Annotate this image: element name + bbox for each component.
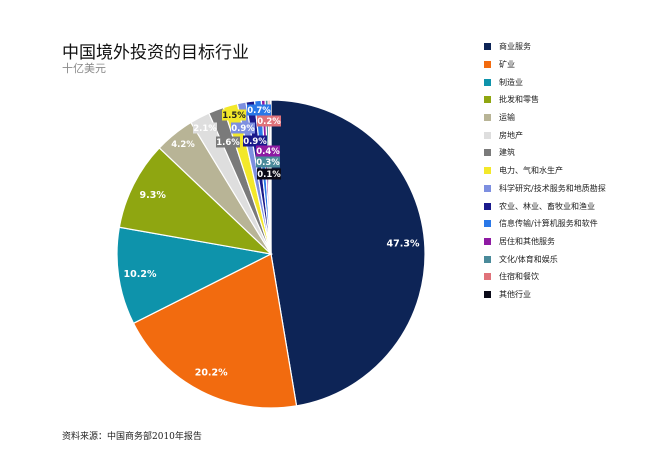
legend-swatch [484, 220, 491, 228]
legend-item: 房地产 [484, 126, 606, 144]
legend-item: 信息传输/计算机服务和软件 [484, 215, 606, 233]
pie-slice [270, 99, 426, 407]
legend-swatch [484, 167, 491, 175]
legend-item: 科学研究/技术服务和地质勘探 [484, 180, 606, 198]
legend-item: 运输 [484, 109, 606, 127]
legend-item: 商业服务 [484, 38, 606, 56]
slice-label-chip [231, 122, 255, 134]
legend-swatch [484, 114, 491, 122]
legend-label: 农业、林业、畜牧业和渔业 [499, 201, 595, 211]
slice-value-label: 4.2% [171, 140, 195, 150]
legend-swatch [484, 184, 491, 192]
legend-swatch [484, 96, 491, 104]
legend-item: 居住和其他服务 [484, 233, 606, 251]
slice-value-label: 1.5% [222, 111, 246, 121]
legend-label: 居住和其他服务 [499, 236, 555, 246]
pie-slice [116, 226, 273, 325]
slice-label-chip [257, 168, 281, 180]
slice-value-label: 0.7% [247, 106, 271, 116]
slice-value-label: 0.9% [231, 124, 255, 134]
legend-item: 文化/体育和娱乐 [484, 250, 606, 268]
slice-label-chip [256, 145, 280, 157]
legend-item: 矿业 [484, 56, 606, 74]
chart-subtitle: 十亿美元 [62, 62, 106, 75]
slice-label-chip [257, 115, 281, 127]
slice-value-label: 10.2% [124, 269, 157, 280]
slice-value-label: 2.1% [193, 124, 217, 134]
slice-value-label: 0.3% [256, 158, 280, 168]
slice-label-chip [216, 136, 240, 148]
slice-value-label: 0.9% [243, 137, 267, 147]
legend-label: 电力、气和水生产 [499, 166, 563, 176]
legend-label: 房地产 [499, 130, 523, 140]
legend-swatch [484, 290, 491, 298]
pie-slice [132, 253, 298, 409]
pie-slice [118, 147, 273, 255]
legend-item: 建筑 [484, 144, 606, 162]
legend-label: 建筑 [499, 148, 515, 158]
slice-value-label: 0.2% [257, 117, 281, 127]
legend-label: 矿业 [499, 60, 515, 70]
legend-item: 住宿和餐饮 [484, 268, 606, 286]
legend-label: 运输 [499, 113, 515, 123]
legend-label: 其他行业 [499, 289, 531, 299]
source-note: 资料来源：中国商务部2010年报告 [62, 432, 202, 442]
slice-value-label: 47.3% [387, 239, 420, 250]
legend-label: 信息传输/计算机服务和软件 [499, 219, 598, 229]
legend-swatch [484, 237, 491, 245]
legend-item: 制造业 [484, 73, 606, 91]
legend-swatch [484, 273, 491, 281]
slice-label-chip [222, 109, 246, 121]
legend-swatch [484, 149, 491, 157]
slice-label-chip [247, 104, 271, 116]
slice-value-label: 9.3% [140, 190, 167, 201]
chart-legend: 商业服务矿业制造业批发和零售运输房地产建筑电力、气和水生产科学研究/技术服务和地… [484, 38, 606, 303]
legend-swatch [484, 255, 491, 263]
legend-swatch [484, 43, 491, 51]
slice-label-chip [243, 135, 267, 147]
chart-title: 中国境外投资的目标行业 [62, 43, 249, 63]
slice-label-chip [256, 156, 280, 168]
legend-swatch [484, 78, 491, 86]
legend-swatch [484, 202, 491, 210]
legend-item: 批发和零售 [484, 91, 606, 109]
legend-swatch [484, 131, 491, 139]
legend-item: 电力、气和水生产 [484, 162, 606, 180]
legend-label: 科学研究/技术服务和地质勘探 [499, 183, 606, 193]
slice-value-label: 0.4% [256, 147, 280, 157]
legend-label: 批发和零售 [499, 95, 539, 105]
slice-label-chip [193, 122, 217, 134]
slice-value-label: 20.2% [195, 368, 228, 379]
legend-label: 住宿和餐饮 [499, 272, 539, 282]
legend-item: 农业、林业、畜牧业和渔业 [484, 197, 606, 215]
legend-item: 其他行业 [484, 286, 606, 304]
slice-value-label: 0.1% [257, 170, 281, 180]
legend-label: 商业服务 [499, 42, 531, 52]
legend-label: 制造业 [499, 77, 523, 87]
legend-swatch [484, 61, 491, 69]
slice-value-label: 1.6% [216, 138, 240, 148]
slice-label-chip [171, 138, 195, 150]
legend-label: 文化/体育和娱乐 [499, 254, 558, 264]
